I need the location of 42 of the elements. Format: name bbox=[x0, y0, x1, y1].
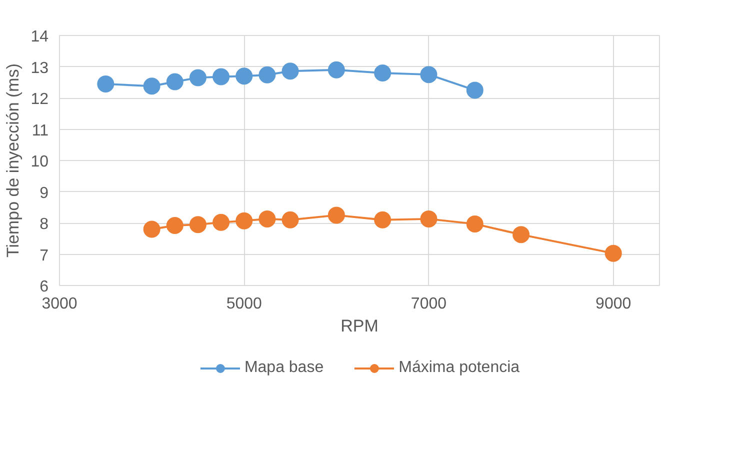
x-tick-label: 7000 bbox=[410, 296, 447, 312]
point bbox=[466, 82, 484, 99]
point bbox=[420, 210, 438, 228]
y-tick-label: 9 bbox=[40, 184, 49, 202]
point bbox=[166, 73, 184, 90]
y-axis-title: Tiempo de inyección (ms) bbox=[4, 63, 23, 258]
y-tick-label: 7 bbox=[40, 247, 49, 264]
y-tick-label: 14 bbox=[30, 28, 49, 46]
x-tick-label: 9000 bbox=[596, 296, 632, 312]
point bbox=[212, 214, 230, 231]
point bbox=[512, 226, 530, 244]
point bbox=[212, 68, 230, 86]
point bbox=[143, 78, 160, 95]
point bbox=[236, 212, 253, 230]
x-tick-label: 5000 bbox=[226, 296, 262, 312]
point bbox=[328, 206, 345, 224]
point bbox=[604, 244, 622, 262]
y-tick-label: 13 bbox=[30, 60, 49, 77]
legend-label: Máxima potencia bbox=[398, 359, 520, 377]
point bbox=[258, 210, 276, 228]
point bbox=[143, 220, 160, 238]
y-tick-label: 11 bbox=[32, 122, 49, 140]
point bbox=[420, 66, 438, 84]
legend-label: Mapa base bbox=[244, 359, 324, 377]
point bbox=[374, 64, 392, 82]
point bbox=[189, 69, 206, 86]
point bbox=[97, 75, 114, 92]
point bbox=[328, 61, 345, 78]
point bbox=[374, 211, 392, 228]
y-tick-label: 10 bbox=[30, 154, 49, 170]
point bbox=[189, 216, 206, 234]
point bbox=[282, 62, 299, 80]
y-tick-label: 12 bbox=[30, 91, 49, 108]
point bbox=[466, 215, 484, 232]
y-tick-label: 6 bbox=[40, 278, 49, 296]
point bbox=[166, 217, 184, 234]
y-tick-label: 8 bbox=[40, 216, 49, 233]
point bbox=[236, 68, 253, 85]
x-axis-title: RPM bbox=[340, 316, 378, 336]
point bbox=[258, 66, 276, 84]
x-tick-label: 3000 bbox=[42, 296, 78, 312]
point bbox=[282, 211, 299, 228]
